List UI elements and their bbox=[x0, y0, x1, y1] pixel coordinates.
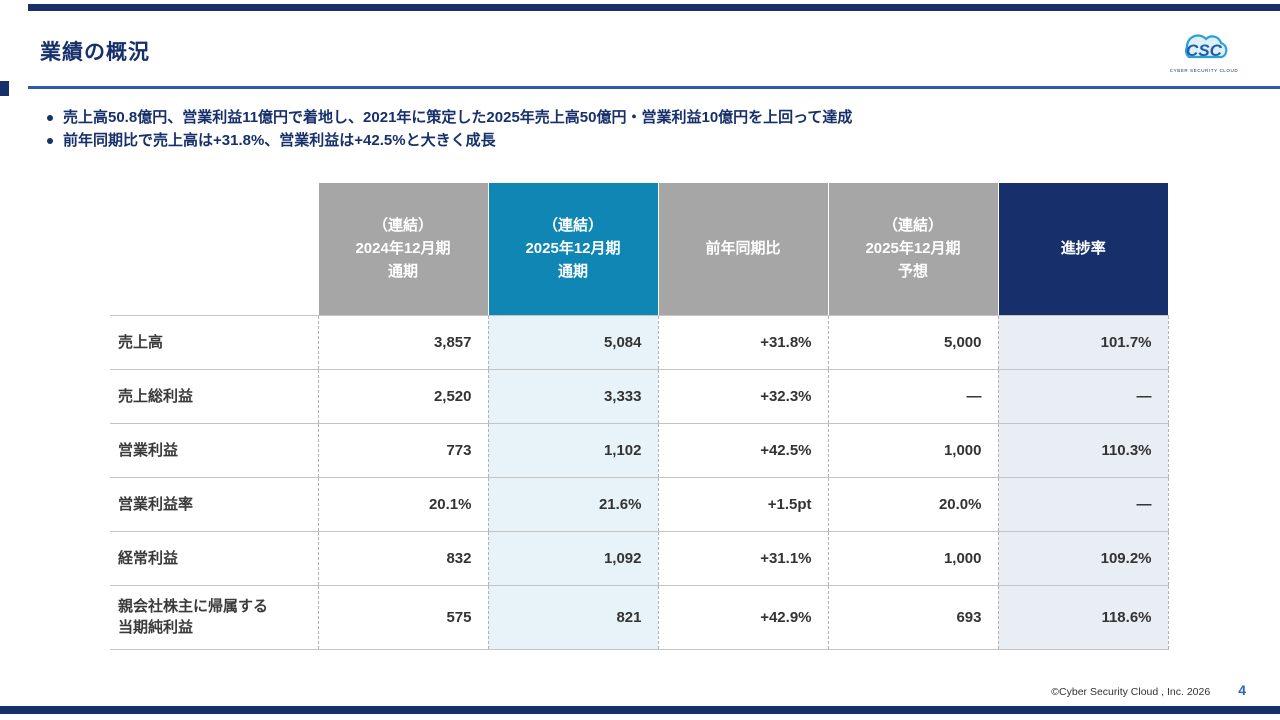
table-cell: 2,520 bbox=[317, 369, 488, 424]
csc-cloud-icon: CSC bbox=[1184, 34, 1228, 60]
table-cell: — bbox=[827, 369, 998, 424]
results-table: （百万円） （連結） 2024年12月期 通期 （連結） 2025年12月期 通… bbox=[110, 183, 1169, 650]
table-cell: 1,000 bbox=[827, 423, 998, 478]
table-cell: 3,857 bbox=[317, 315, 488, 370]
row-label: 営業利益率 bbox=[110, 477, 318, 532]
left-accent-notch bbox=[0, 81, 9, 96]
page-number: 4 bbox=[1238, 682, 1246, 698]
table-cell: — bbox=[997, 477, 1169, 532]
table-cell: 575 bbox=[317, 585, 488, 650]
row-label: 売上総利益 bbox=[110, 369, 318, 424]
col-header-yoy: 前年同期比 bbox=[657, 183, 828, 316]
table-cell: +31.1% bbox=[657, 531, 828, 586]
table-row-operating-margin: 営業利益率 20.1% 21.6% +1.5pt 20.0% — bbox=[110, 477, 1169, 532]
summary-bullets: 売上高50.8億円、営業利益11億円で着地し、2021年に策定した2025年売上… bbox=[44, 106, 1240, 152]
table-cell: 118.6% bbox=[997, 585, 1169, 650]
table-cell: 109.2% bbox=[997, 531, 1169, 586]
table-row-net-sales: 売上高 3,857 5,084 +31.8% 5,000 101.7% bbox=[110, 315, 1169, 370]
table-cell: 20.0% bbox=[827, 477, 998, 532]
unit-label: （百万円） bbox=[110, 183, 318, 316]
table-row-net-income: 親会社株主に帰属する 当期純利益 575 821 +42.9% 693 118.… bbox=[110, 585, 1169, 650]
table-row-gross-profit: 売上総利益 2,520 3,333 +32.3% — — bbox=[110, 369, 1169, 424]
table-cell: 20.1% bbox=[317, 477, 488, 532]
col-header-fy2024-actual: （連結） 2024年12月期 通期 bbox=[317, 183, 488, 316]
col-header-progress-rate: 進捗率 bbox=[997, 183, 1168, 316]
company-logo: CSC CYBER SECURITY CLOUD bbox=[1162, 29, 1246, 73]
table-cell: +42.5% bbox=[657, 423, 828, 478]
table-cell: +1.5pt bbox=[657, 477, 828, 532]
col-header-fy2025-actual: （連結） 2025年12月期 通期 bbox=[487, 183, 658, 316]
copyright-text: ©Cyber Security Cloud , Inc. 2026 bbox=[1051, 686, 1211, 698]
row-label: 親会社株主に帰属する 当期純利益 bbox=[110, 585, 318, 650]
table-cell: +32.3% bbox=[657, 369, 828, 424]
row-label: 経常利益 bbox=[110, 531, 318, 586]
table-cell: 21.6% bbox=[487, 477, 658, 532]
table-row-operating-profit: 営業利益 773 1,102 +42.5% 1,000 110.3% bbox=[110, 423, 1169, 478]
table-cell: 5,084 bbox=[487, 315, 658, 370]
table-cell: — bbox=[997, 369, 1169, 424]
bottom-accent-bar bbox=[0, 706, 1280, 714]
table-cell: 693 bbox=[827, 585, 998, 650]
row-label: 売上高 bbox=[110, 315, 318, 370]
table-cell: +31.8% bbox=[657, 315, 828, 370]
table-cell: 5,000 bbox=[827, 315, 998, 370]
svg-text:CSC: CSC bbox=[1186, 41, 1223, 60]
row-label: 営業利益 bbox=[110, 423, 318, 478]
top-accent-bar bbox=[28, 4, 1280, 11]
logo-caption: CYBER SECURITY CLOUD bbox=[1169, 68, 1239, 73]
table-cell: 101.7% bbox=[997, 315, 1169, 370]
table-cell: 773 bbox=[317, 423, 488, 478]
header-divider bbox=[28, 86, 1280, 89]
table-cell: +42.9% bbox=[657, 585, 828, 650]
table-cell: 110.3% bbox=[997, 423, 1169, 478]
table-cell: 3,333 bbox=[487, 369, 658, 424]
col-header-fy2025-forecast: （連結） 2025年12月期 予想 bbox=[827, 183, 998, 316]
table-cell: 1,092 bbox=[487, 531, 658, 586]
page-title: 業績の概況 bbox=[40, 41, 150, 64]
bullet-item: 売上高50.8億円、営業利益11億円で着地し、2021年に策定した2025年売上… bbox=[44, 106, 1240, 129]
table-cell: 821 bbox=[487, 585, 658, 650]
table-row-ordinary-profit: 経常利益 832 1,092 +31.1% 1,000 109.2% bbox=[110, 531, 1169, 586]
table-cell: 832 bbox=[317, 531, 488, 586]
table-cell: 1,102 bbox=[487, 423, 658, 478]
bullet-item: 前年同期比で売上高は+31.8%、営業利益は+42.5%と大きく成長 bbox=[44, 129, 1240, 152]
table-header-row: （百万円） （連結） 2024年12月期 通期 （連結） 2025年12月期 通… bbox=[110, 183, 1168, 316]
table-cell: 1,000 bbox=[827, 531, 998, 586]
slide-header: 業績の概況 CSC CYBER SECURITY CLOUD bbox=[40, 22, 1246, 80]
slide-footer: ©Cyber Security Cloud , Inc. 2026 4 bbox=[1051, 682, 1246, 698]
